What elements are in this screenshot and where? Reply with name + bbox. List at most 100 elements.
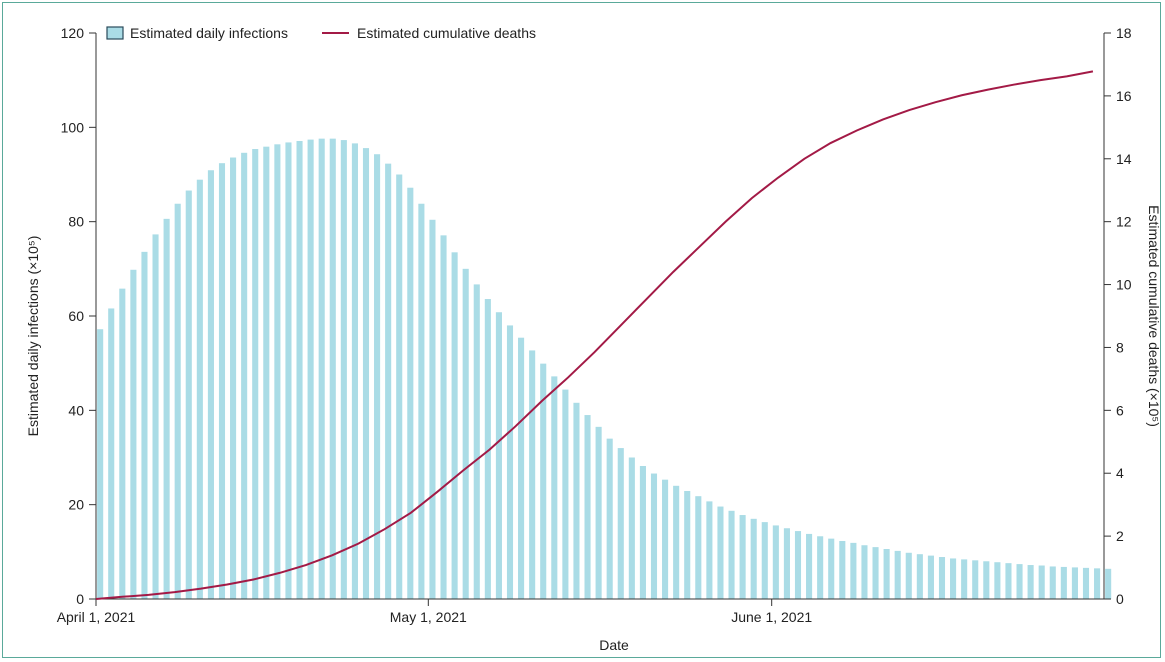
infection-bar xyxy=(617,448,624,599)
infection-bar xyxy=(252,149,259,599)
infection-bar xyxy=(584,415,591,599)
infection-bar xyxy=(440,235,447,599)
right-tick-label: 4 xyxy=(1116,465,1124,481)
right-tick-label: 12 xyxy=(1116,214,1132,230)
infection-bar xyxy=(163,218,170,599)
infection-bar xyxy=(861,545,868,599)
right-tick-label: 6 xyxy=(1116,402,1124,418)
infection-bar xyxy=(628,457,635,599)
infection-bar xyxy=(1038,565,1045,599)
infection-bar xyxy=(241,152,248,600)
infection-bar xyxy=(318,138,325,599)
infection-bar xyxy=(927,555,934,599)
left-tick-label: 100 xyxy=(61,119,85,135)
infection-bar xyxy=(274,144,281,599)
infection-bar xyxy=(230,157,237,599)
infection-bar xyxy=(263,146,270,600)
right-tick-label: 8 xyxy=(1116,339,1124,355)
infection-bar xyxy=(185,190,192,600)
x-tick-label: June 1, 2021 xyxy=(731,609,812,625)
infection-bar xyxy=(761,522,768,599)
infection-bar xyxy=(551,376,558,599)
infection-bar xyxy=(828,538,835,599)
infection-bar xyxy=(418,203,425,600)
infection-bar xyxy=(794,531,802,599)
infection-bar xyxy=(1060,566,1067,599)
right-tick-label: 16 xyxy=(1116,88,1132,104)
infection-bar xyxy=(994,562,1001,599)
infection-bar xyxy=(850,542,857,599)
infection-bar xyxy=(783,528,790,599)
infection-bar xyxy=(97,329,104,599)
left-tick-label: 40 xyxy=(68,402,84,418)
infection-bar xyxy=(108,308,115,599)
infection-bar xyxy=(806,533,813,599)
cumulative-deaths-line xyxy=(95,70,1094,600)
infection-bar xyxy=(1094,568,1101,599)
infection-bar xyxy=(119,288,126,599)
infection-bar xyxy=(540,363,547,599)
bars-group xyxy=(97,138,1112,600)
infection-bar xyxy=(518,337,525,599)
infection-bar xyxy=(130,269,137,599)
infection-bar xyxy=(673,485,680,599)
right-axis-title: Estimated cumulative deaths (×10⁵) xyxy=(1146,205,1162,427)
infection-bar xyxy=(650,473,658,599)
infection-bar xyxy=(772,525,779,599)
infection-bar xyxy=(351,143,358,599)
axes-group: 0 20 40 60 80 100 120 0 2 4 6 8 10 12 14 16 18 April 1, 2… xyxy=(57,25,1132,625)
left-tick-label: 0 xyxy=(76,591,84,607)
infection-bar xyxy=(938,557,946,599)
infection-bar xyxy=(506,325,514,599)
infection-bar xyxy=(407,187,414,599)
infection-bar xyxy=(385,163,392,599)
infection-bar xyxy=(218,163,226,599)
legend-line-label: Estimated cumulative deaths xyxy=(357,25,536,41)
infection-bar xyxy=(484,299,491,599)
infection-bar xyxy=(1082,567,1090,599)
legend-bars-label: Estimated daily infections xyxy=(130,25,288,41)
infection-bar xyxy=(529,350,536,599)
x-axis-title: Date xyxy=(599,637,629,653)
infection-bar xyxy=(429,219,436,599)
left-tick-label: 80 xyxy=(68,214,84,230)
infection-bar xyxy=(1027,565,1034,599)
infection-bar xyxy=(174,203,181,600)
legend-bars-swatch xyxy=(106,26,124,40)
infection-bar xyxy=(972,560,979,599)
infection-bar xyxy=(750,518,757,599)
infection-bar xyxy=(1016,564,1023,599)
infection-bar xyxy=(1071,567,1078,599)
left-tick-label: 20 xyxy=(68,497,84,513)
infection-bar xyxy=(916,554,923,599)
infection-bar xyxy=(307,139,314,599)
right-tick-label: 14 xyxy=(1116,151,1132,167)
right-tick-label: 2 xyxy=(1116,528,1124,544)
infection-bar xyxy=(495,312,502,599)
legend: Estimated daily infections Estimated cum… xyxy=(106,25,536,41)
infection-bar xyxy=(717,506,724,599)
infection-bar xyxy=(950,558,957,599)
infection-bar xyxy=(872,547,879,599)
left-tick-label: 120 xyxy=(61,25,85,41)
infection-bar xyxy=(606,438,613,599)
infection-bar xyxy=(573,402,580,599)
infection-bar xyxy=(296,141,303,599)
x-tick-label: May 1, 2021 xyxy=(390,609,467,625)
infection-bar xyxy=(207,170,214,599)
infection-bar xyxy=(396,174,403,599)
x-tick-label: April 1, 2021 xyxy=(57,609,136,625)
infection-bar xyxy=(141,251,148,599)
infection-bar xyxy=(196,179,203,599)
infection-bar xyxy=(894,550,901,599)
infection-bar xyxy=(362,148,370,599)
infection-bar xyxy=(1105,568,1112,599)
infection-bar xyxy=(562,389,569,599)
infection-bar xyxy=(684,490,691,599)
infection-bar xyxy=(152,234,159,599)
infection-bar xyxy=(1005,563,1012,599)
infection-bar xyxy=(695,496,702,599)
infection-bar xyxy=(961,559,968,599)
